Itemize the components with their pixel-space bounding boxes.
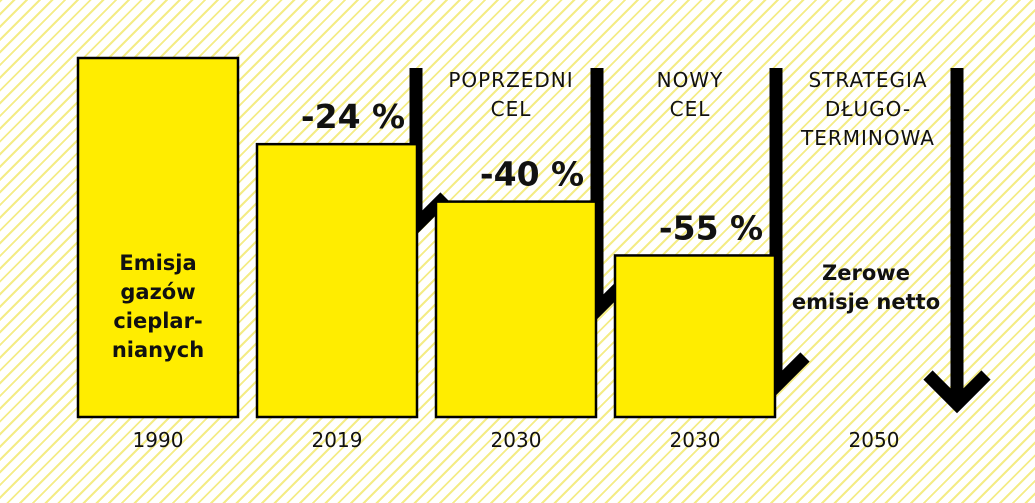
- bar-text-4-0: Zerowe: [822, 261, 910, 285]
- value-label-1: -24 %: [301, 97, 405, 136]
- bar-text-0-2: cieplar-: [113, 309, 202, 333]
- arrow-label-2-0: NOWY: [657, 68, 724, 92]
- x-tick-label-2: 2030: [491, 428, 542, 452]
- bar-2019-1: [255, 142, 419, 419]
- bar-text-0-1: gazów: [120, 280, 195, 304]
- arrow-label-1-1: CEL: [491, 97, 532, 121]
- bar-2030-3: [613, 254, 777, 419]
- arrow-label-2-1: CEL: [670, 97, 711, 121]
- bar-text-0-0: Emisja: [119, 251, 196, 275]
- x-tick-label-0: 1990: [133, 428, 184, 452]
- value-label-3: -55 %: [659, 208, 763, 247]
- bar-2030-2: [434, 200, 598, 419]
- arrow-label-3-1: DŁUGO-: [825, 97, 911, 121]
- x-tick-label-4: 2050: [849, 428, 900, 452]
- bar-text-4-1: emisje netto: [792, 290, 940, 314]
- arrow-label-3-2: TERMINOWA: [800, 126, 935, 150]
- arrow-label-3-0: STRATEGIA: [808, 68, 927, 92]
- arrow-head-3: [923, 370, 991, 414]
- x-tick-label-1: 2019: [312, 428, 363, 452]
- value-label-2: -40 %: [480, 155, 584, 194]
- x-tick-label-3: 2030: [670, 428, 721, 452]
- bar-1990-0: [76, 56, 240, 419]
- bar-text-0-3: nianych: [112, 338, 204, 362]
- arrow-label-1-0: POPRZEDNI: [448, 68, 573, 92]
